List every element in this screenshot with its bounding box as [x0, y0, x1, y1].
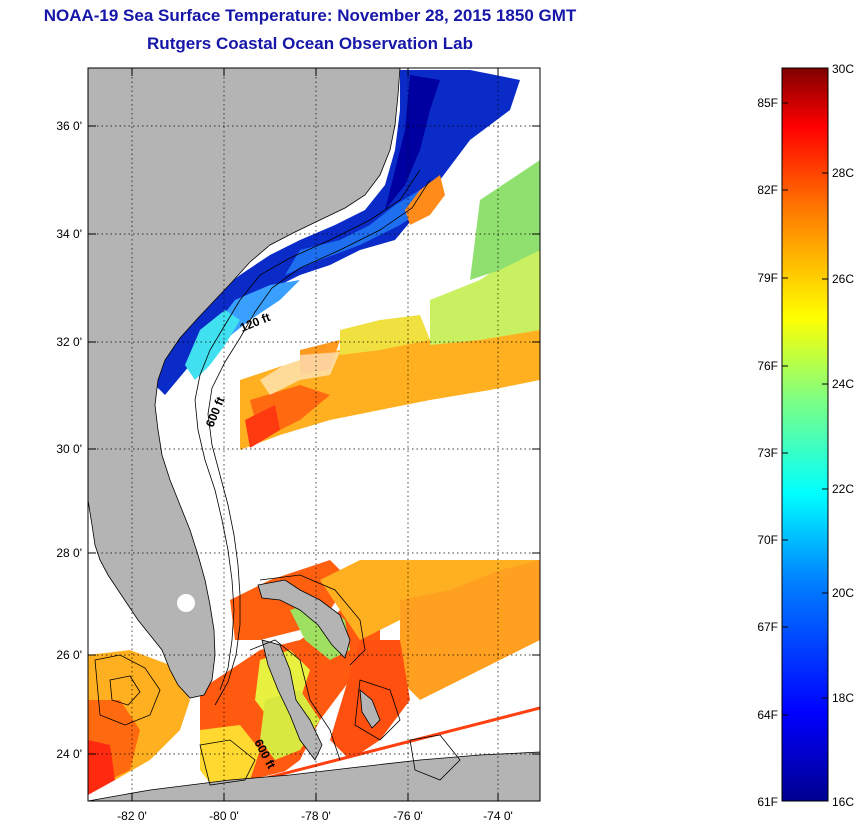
lat-tick-label: 34 0': [56, 227, 82, 241]
map-tick-marks: [88, 68, 540, 801]
lat-tick-label: 24 0': [56, 747, 82, 761]
temperature-colorbar: [781, 67, 829, 802]
lon-tick-label: -76 0': [393, 809, 423, 823]
colorbar-f-label: 67F: [757, 620, 778, 634]
colorbar-f-label: 61F: [757, 795, 778, 809]
colorbar-c-label: 22C: [832, 482, 854, 496]
lat-tick-label: 32 0': [56, 335, 82, 349]
colorbar-f-label: 73F: [757, 446, 778, 460]
map-gridlines: [88, 68, 540, 801]
colorbar-c-label: 20C: [832, 586, 854, 600]
lon-tick-label: -82 0': [117, 809, 147, 823]
bahamas-island: [359, 689, 381, 729]
lake-okeechobee: [177, 594, 195, 612]
colorbar-f-label: 76F: [757, 359, 778, 373]
depth-contours: [94, 169, 461, 786]
colorbar-c-label: 30C: [832, 62, 854, 76]
colorbar-c-label: 24C: [832, 377, 854, 391]
colorbar-f-label: 82F: [757, 183, 778, 197]
lon-tick-label: -74 0': [483, 809, 513, 823]
map-title: NOAA-19 Sea Surface Temperature: Novembe…: [43, 6, 577, 25]
cuba-coast: [88, 751, 540, 801]
bahamas-island: [261, 639, 323, 761]
colorbar-f-label: 79F: [757, 271, 778, 285]
lat-tick-label: 36 0': [56, 119, 82, 133]
colorbar-c-label: 16C: [832, 795, 854, 809]
colorbar-c-label: 28C: [832, 166, 854, 180]
colorbar-c-label: 26C: [832, 272, 854, 286]
colorbar-f-label: 64F: [757, 708, 778, 722]
lat-tick-label: 30 0': [56, 442, 82, 456]
bahamas-island: [257, 579, 351, 659]
lat-tick-label: 26 0': [56, 648, 82, 662]
lon-tick-label: -78 0': [301, 809, 331, 823]
colorbar-c-label: 18C: [832, 691, 854, 705]
colorbar-ticks: [782, 102, 828, 716]
lat-tick-label: 28 0': [56, 546, 82, 560]
lon-tick-label: -80 0': [209, 809, 239, 823]
map-subtitle: Rutgers Coastal Ocean Observation Lab: [147, 34, 473, 53]
land-mass: [88, 68, 401, 699]
colorbar-f-label: 85F: [757, 96, 778, 110]
colorbar-f-label: 70F: [757, 533, 778, 547]
map-frame: [87, 67, 541, 802]
